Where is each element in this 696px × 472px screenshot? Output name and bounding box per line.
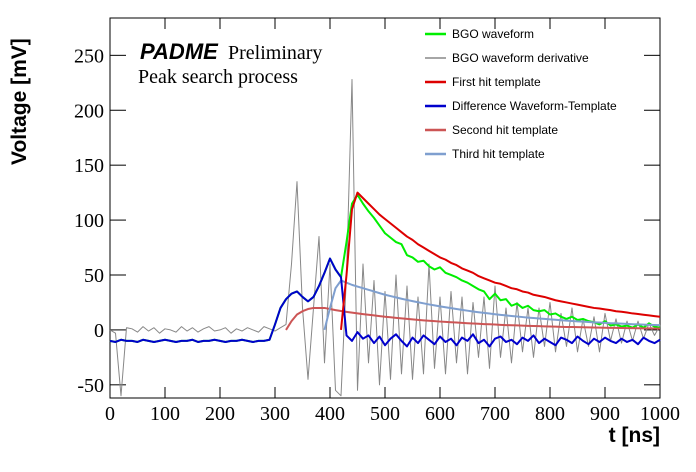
legend-label: Difference Waveform-Template [452,99,617,113]
y-tick-label: 50 [84,265,104,287]
legend-label: Third hit template [452,147,545,161]
x-tick-label: 300 [260,403,290,425]
series-line [109,79,661,397]
y-tick-label: 150 [74,155,104,177]
legend-label: Second hit template [452,123,558,137]
legend-label: First hit template [452,75,541,89]
series-line [109,257,661,348]
series-line [285,306,661,331]
y-tick-label: 200 [74,100,104,122]
x-axis-title: t [ns] [609,424,660,447]
x-tick-label: 700 [480,403,510,425]
x-tick-label: 800 [535,403,565,425]
x-tick-label: 500 [370,403,400,425]
x-tick-label: 200 [205,403,235,425]
x-tick-label: 1000 [640,403,680,425]
x-tick-label: 600 [425,403,455,425]
x-tick-label: 900 [590,403,620,425]
x-tick-label: 0 [105,403,115,425]
brand: PADME [140,39,219,64]
y-axis-title: Voltage [mV] [8,38,31,165]
legend-label: BGO waveform derivative [452,51,589,65]
y-tick-label: 250 [74,45,104,67]
legend-label: BGO waveform [452,27,534,41]
series-line [109,193,661,343]
y-tick-label: 0 [94,320,104,342]
x-tick-label: 400 [315,403,345,425]
y-tick-label: -50 [77,375,104,397]
note: Peak search process [138,66,298,88]
series-line [323,279,661,331]
y-tick-label: 100 [74,210,104,232]
x-tick-label: 100 [150,403,180,425]
status: Preliminary [228,42,322,64]
series-line [340,191,661,331]
